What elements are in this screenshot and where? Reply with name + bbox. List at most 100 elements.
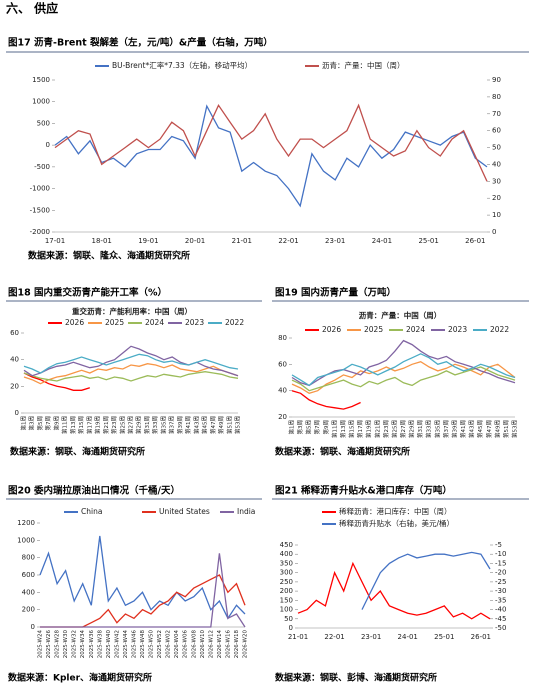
figure-title: 图20 委内瑞拉原油出口情况（千桶/天） (8, 485, 180, 497)
legend-label: 2024 (406, 325, 425, 334)
figure-title: 图17 沥青-Brent 裂解差（左，元/吨）&产量（右轴，万吨） (8, 37, 273, 49)
x-tick-label: 2026-W14 (217, 630, 223, 659)
y2-tick-label: -50 (495, 624, 506, 632)
x-tick-label: 22-01 (324, 633, 344, 641)
y-tick-label: 1500 (32, 76, 50, 84)
series-line (291, 360, 516, 395)
y-tick-label: 800 (22, 554, 35, 562)
x-tick-label: 第35周 (159, 416, 167, 434)
legend-label: 2026 (65, 318, 84, 327)
x-tick-label: 第49周 (493, 420, 501, 438)
figure-title: 图18 国内重交沥青产能开工率（%） (8, 287, 167, 299)
x-tick-label: 第7周 (313, 420, 321, 435)
x-tick-label: 第9周 (322, 420, 330, 435)
y2-tick-label: -45 (495, 615, 506, 623)
x-tick-label: 2026-W04 (174, 630, 180, 659)
x-tick-label: 19-01 (138, 237, 158, 245)
y-tick-label: 350 (280, 559, 293, 567)
x-tick-label: 第21周 (102, 416, 110, 434)
y2-tick-label: -40 (495, 606, 506, 614)
x-tick-label: 第3周 (296, 420, 304, 435)
source: 数据来源：钢联、彭博、海通期货研究所 (275, 672, 437, 684)
legend-label: 2022 (490, 325, 509, 334)
x-tick-label: 第35周 (433, 420, 441, 438)
x-tick-label: 第27周 (399, 420, 407, 438)
x-tick-label: 第29周 (135, 416, 143, 434)
series-line (54, 104, 488, 208)
y2-tick-label: -30 (495, 587, 506, 595)
legend-label: 2023 (448, 325, 467, 334)
series-line (23, 372, 90, 391)
x-tick-label: 2025-W40 (106, 630, 112, 659)
x-tick-label: 26-01 (471, 633, 491, 641)
x-tick-label: 第45周 (476, 420, 484, 438)
source: 数据来源：Kpler、海通期货研究所 (8, 672, 152, 684)
y-tick-label: 60 (278, 360, 287, 368)
series-line (40, 553, 246, 628)
series-line (291, 353, 516, 387)
legend-label: 2025 (364, 325, 383, 334)
x-tick-label: 2025-W38 (97, 630, 103, 659)
legend-label: 2022 (225, 318, 244, 327)
x-tick-label: 2025-W50 (149, 630, 155, 659)
x-tick-label: 第25周 (390, 420, 398, 438)
legend-label: 2025 (105, 318, 124, 327)
x-tick-label: 25-01 (418, 237, 438, 245)
y-tick-label: 450 (280, 541, 293, 549)
y-tick-label: 50 (284, 615, 293, 623)
y-tick-label: 500 (37, 119, 50, 127)
x-tick-label: 2025-W28 (55, 630, 61, 659)
x-tick-label: 2025-W42 (114, 630, 120, 658)
y-tick-label: 40 (278, 387, 287, 395)
x-tick-label: 2025-W24 (38, 630, 44, 659)
y2-tick-label: 30 (492, 177, 501, 185)
y2-tick-label: 50 (492, 144, 501, 152)
x-tick-label: 第49周 (217, 416, 225, 434)
x-tick-label: 第11周 (61, 416, 69, 434)
series-line (291, 366, 516, 392)
y-tick-label: 400 (22, 588, 35, 596)
legend-label: 2024 (145, 318, 164, 327)
y-tick-label: -500 (34, 163, 50, 171)
x-tick-label: 第33周 (425, 420, 433, 438)
x-tick-label: 第17周 (356, 420, 364, 438)
x-tick-label: 第3周 (28, 416, 36, 431)
y-tick-label: 200 (22, 606, 35, 614)
y-tick-label: 150 (280, 596, 293, 604)
y2-tick-label: 20 (492, 194, 501, 202)
x-tick-label: 第1周 (20, 416, 28, 431)
x-tick-label: 2025-W32 (72, 630, 78, 658)
y2-tick-label: 80 (492, 93, 501, 101)
x-tick-label: 26-01 (465, 237, 485, 245)
y2-tick-label: 60 (492, 127, 501, 135)
legend-label: BU-Brent*汇率*7.33（左轴，移动平均） (112, 60, 252, 70)
legend-label: 稀释沥青升贴水（右轴，美元/桶） (339, 518, 454, 528)
x-tick-label: 第19周 (365, 420, 373, 438)
x-tick-label: 第43周 (192, 416, 200, 434)
x-tick-label: 第23周 (382, 420, 390, 438)
x-tick-label: 2025-W48 (140, 630, 146, 659)
series-line (39, 535, 246, 620)
series-line (23, 371, 239, 382)
section-title: 六、 供应 (6, 1, 58, 16)
y2-tick-label: -20 (495, 569, 506, 577)
x-tick-label: 第23周 (110, 416, 118, 434)
x-tick-label: 18-01 (92, 237, 112, 245)
legend-label: United States (159, 507, 210, 516)
y-tick-label: 1000 (32, 98, 50, 106)
series-line (297, 561, 491, 620)
x-tick-label: 第43周 (468, 420, 476, 438)
series-line (23, 363, 239, 385)
x-tick-label: 第45周 (201, 416, 209, 434)
y-tick-label: -1500 (30, 206, 50, 214)
y2-tick-label: 70 (492, 110, 501, 118)
series-line (54, 103, 488, 182)
y-tick-label: 20 (278, 413, 287, 421)
legend-label: China (81, 507, 102, 516)
x-tick-label: 第41周 (459, 420, 467, 438)
x-tick-label: 25-01 (434, 633, 454, 641)
y2-tick-label: -25 (495, 578, 506, 586)
y-tick-label: 80 (278, 334, 287, 342)
x-tick-label: 2026-W10 (200, 630, 206, 659)
